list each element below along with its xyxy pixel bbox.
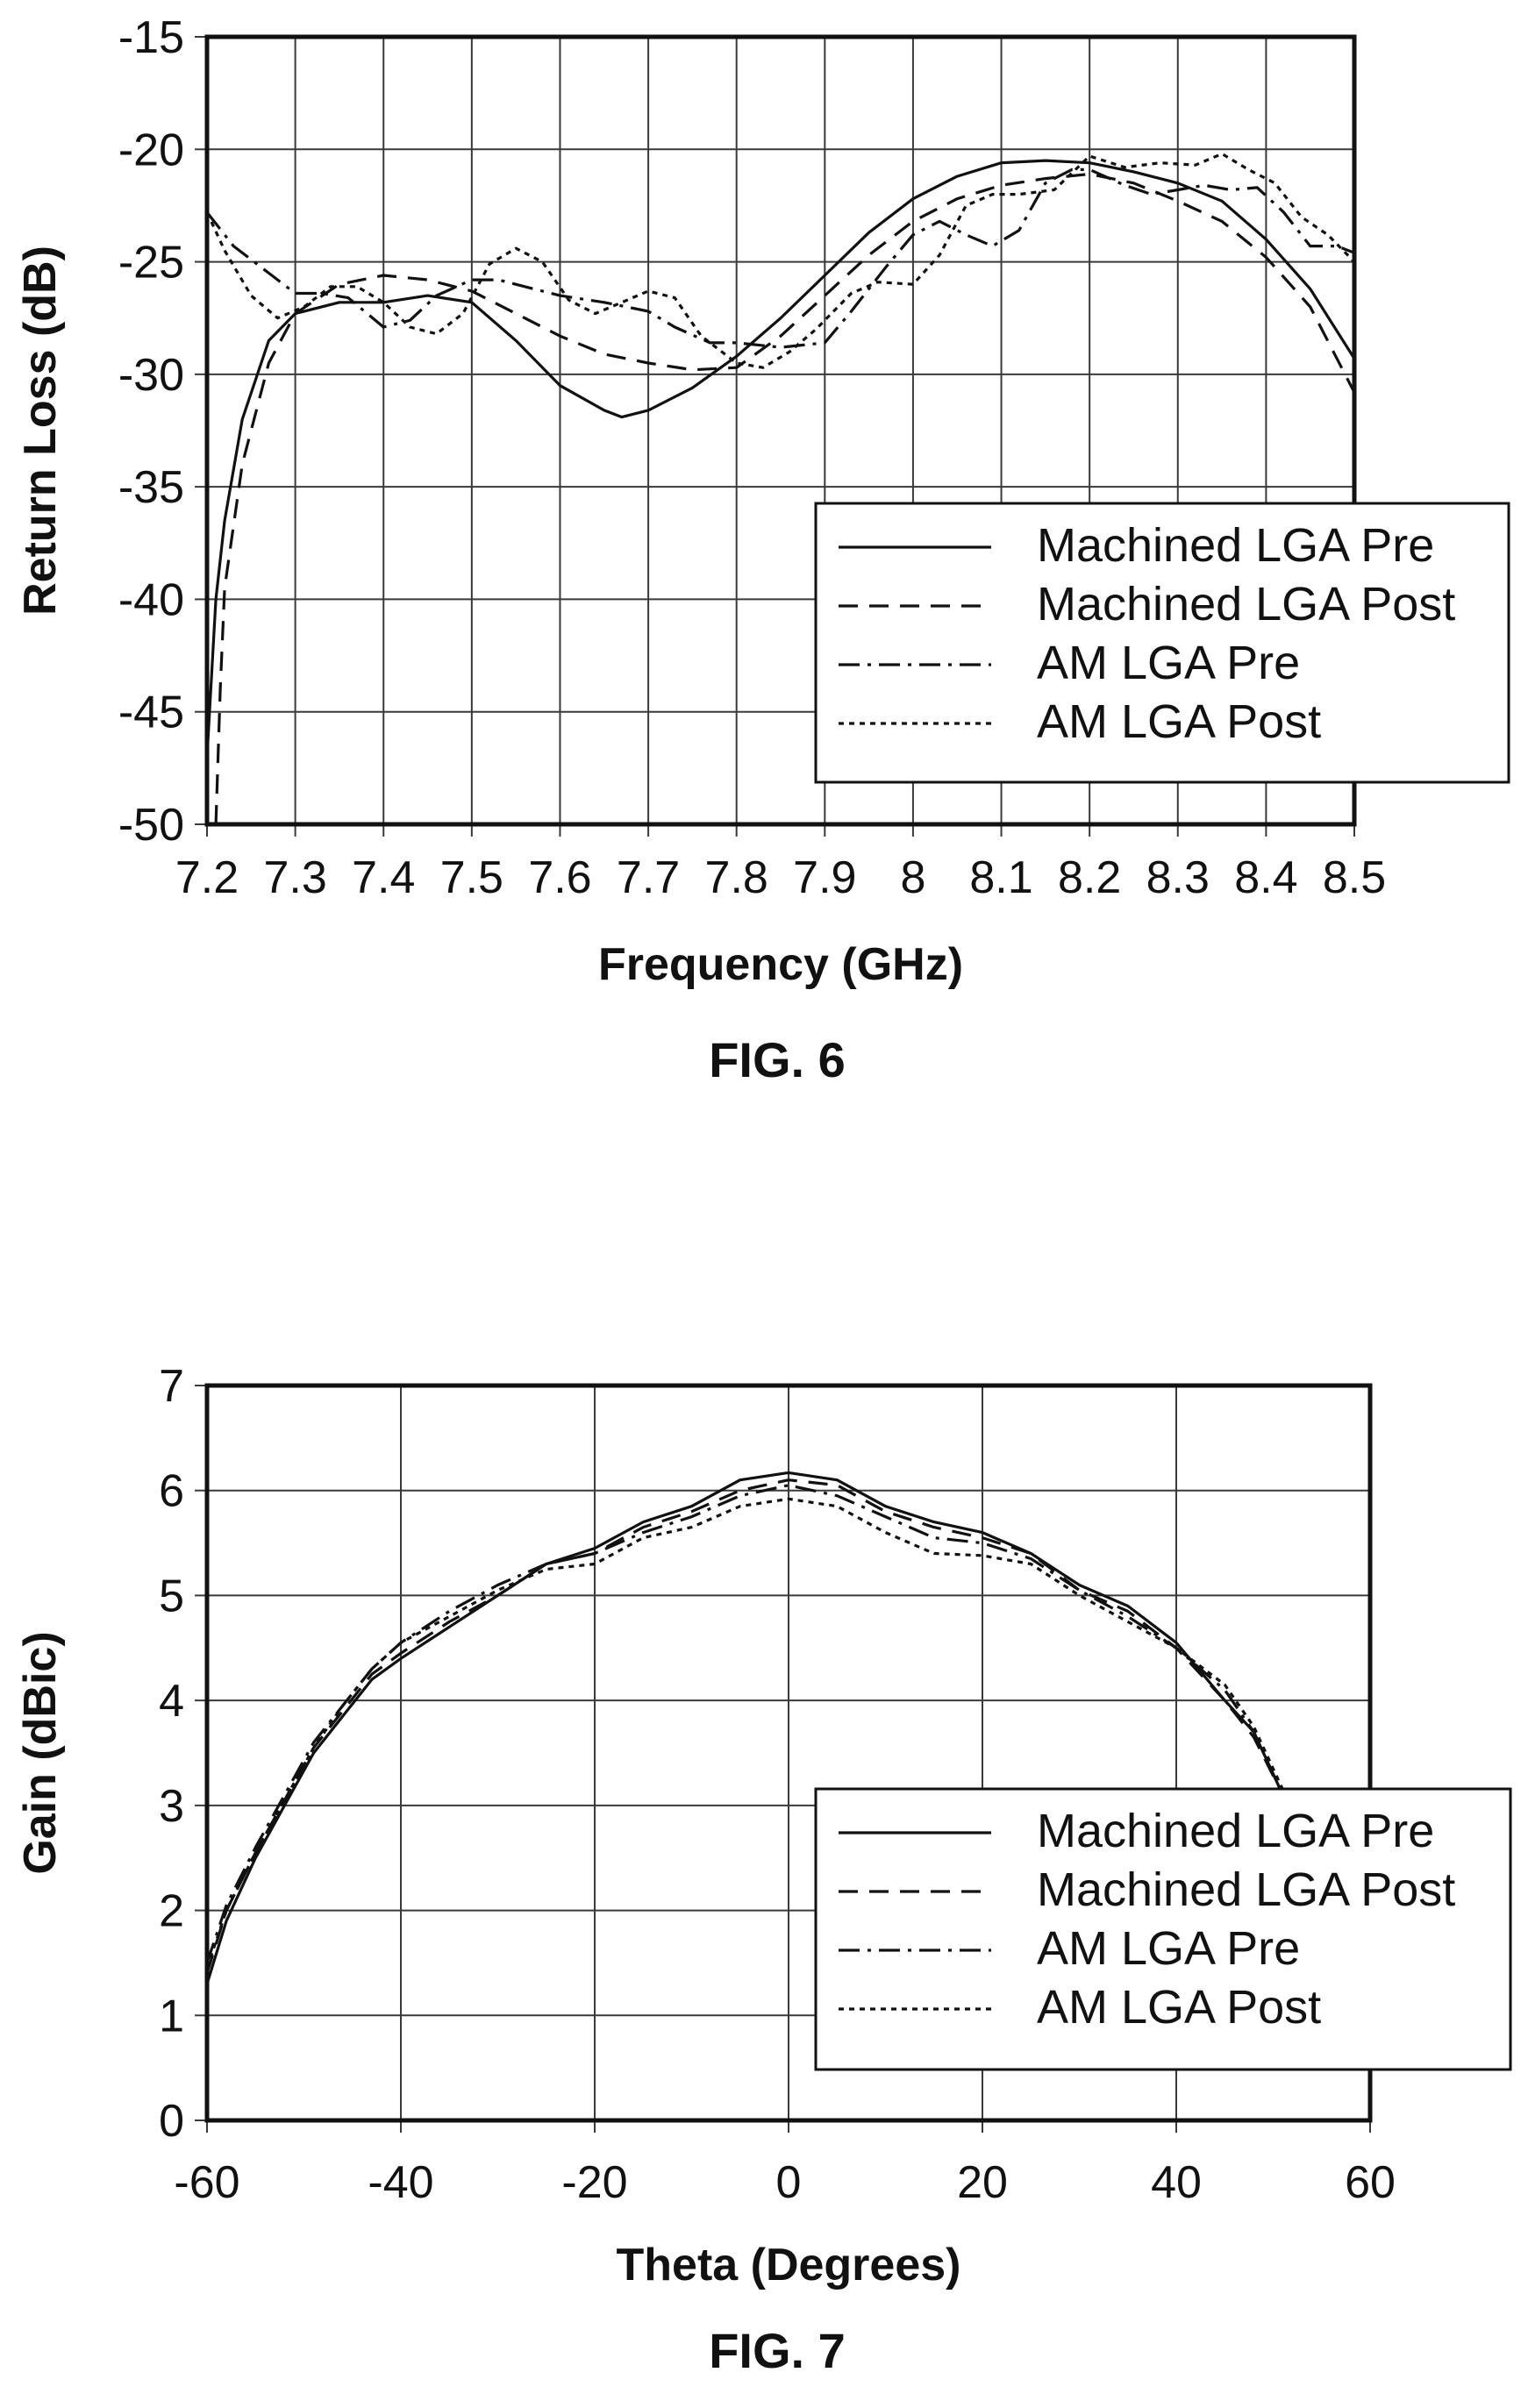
- legend: Machined LGA Pre Machined LGA Post AM LGA …: [814, 502, 1510, 784]
- x-tick-label: 20: [957, 2157, 1008, 2208]
- series-line-machined-lga-pre: [207, 1471, 1284, 1984]
- series-line-am-lga-post: [207, 152, 1354, 369]
- legend-label: AM LGA Post: [1037, 695, 1321, 748]
- x-tick-label: 7.2: [175, 852, 239, 903]
- legend: Machined LGA Pre Machined LGA Post AM LGA …: [814, 1787, 1512, 2071]
- legend-label: AM LGA Pre: [1037, 1922, 1300, 1975]
- legend-label: Machined LGA Pre: [1037, 1805, 1434, 1857]
- legend-label: Machined LGA Post: [1037, 1863, 1455, 1916]
- series-line-am-lga-pre: [207, 1484, 1284, 1963]
- x-tick-label: 7.9: [793, 852, 856, 903]
- y-tick-label: 2: [159, 1886, 184, 1937]
- series-group: [207, 1471, 1284, 1984]
- x-tick-label: -40: [368, 2157, 433, 2208]
- x-tick-label: 8.2: [1058, 852, 1121, 903]
- x-tick-label: 7.4: [352, 852, 415, 903]
- y-tick-label: -15: [118, 12, 184, 63]
- x-tick-label: 8.1: [969, 852, 1032, 903]
- y-tick-label: -25: [118, 238, 184, 289]
- x-tick-label: 7.7: [617, 852, 680, 903]
- y-tick-label: 3: [159, 1781, 184, 1832]
- y-tick-label: 5: [159, 1571, 184, 1621]
- x-tick-label: 40: [1151, 2157, 1202, 2208]
- x-tick-label: 0: [776, 2157, 802, 2208]
- y-tick-label: -30: [118, 350, 184, 401]
- series-line-am-lga-post: [207, 1497, 1284, 1969]
- y-axis-title: Return Loss (dB): [15, 246, 66, 616]
- y-tick-label: -50: [118, 800, 184, 851]
- series-line-machined-lga-post: [214, 172, 1354, 824]
- legend-label: AM LGA Pre: [1037, 637, 1300, 689]
- x-tick-label: 8.3: [1146, 852, 1210, 903]
- legend-label: Machined LGA Pre: [1037, 519, 1434, 572]
- series-line-am-lga-pre: [207, 167, 1354, 349]
- x-axis-title: Theta (Degrees): [617, 2240, 961, 2290]
- plot-frame: [204, 1383, 1373, 2123]
- x-tick-label: 8.5: [1323, 852, 1386, 903]
- y-tick-label: 1: [159, 1991, 184, 2041]
- x-tick-label: 8: [900, 852, 925, 903]
- x-axis-title: Frequency (GHz): [598, 939, 963, 990]
- x-tick-label: -60: [174, 2157, 239, 2208]
- figure-caption: FIG. 6: [709, 1032, 846, 1087]
- y-axis-title: Gain (dBic): [15, 1631, 66, 1874]
- y-tick-label: 6: [159, 1466, 184, 1517]
- x-tick-label: 60: [1345, 2157, 1396, 2208]
- x-tick-label: 7.6: [528, 852, 591, 903]
- x-tick-label: 8.4: [1234, 852, 1297, 903]
- y-tick-label: -35: [118, 462, 184, 513]
- y-tick-label: -45: [118, 687, 184, 738]
- y-tick-label: 7: [159, 1361, 184, 1412]
- x-tick-label: 7.5: [440, 852, 503, 903]
- y-tick-label: -40: [118, 574, 184, 625]
- x-tick-label: 7.8: [705, 852, 768, 903]
- y-tick-label: 0: [159, 2096, 184, 2147]
- x-tick-label: -20: [561, 2157, 627, 2208]
- legend-label: AM LGA Post: [1037, 1981, 1321, 2034]
- legend-label: Machined LGA Post: [1037, 578, 1455, 630]
- series-group: [207, 152, 1354, 824]
- plot-frame: [204, 34, 1357, 827]
- x-tick-label: 7.3: [263, 852, 326, 903]
- legend-box: [814, 1787, 1512, 2071]
- y-tick-label: -20: [118, 125, 184, 175]
- chart-fig6: 7.2 7.3 7.4 7.5 7.6 7.7 7.8 7.9 8 8.1 8.2 8.3 8.4 8.5…: [15, 12, 1510, 1087]
- y-tick-label: 4: [159, 1676, 184, 1727]
- legend-box: [814, 502, 1510, 784]
- series-line-machined-lga-post: [207, 1478, 1284, 1974]
- figure-caption: FIG. 7: [709, 2323, 846, 2378]
- chart-fig7: -60 -40 -20 0 20 40 60 7 6 5 4 3 2 1 0 Machined LGA Pre…: [15, 1361, 1512, 2378]
